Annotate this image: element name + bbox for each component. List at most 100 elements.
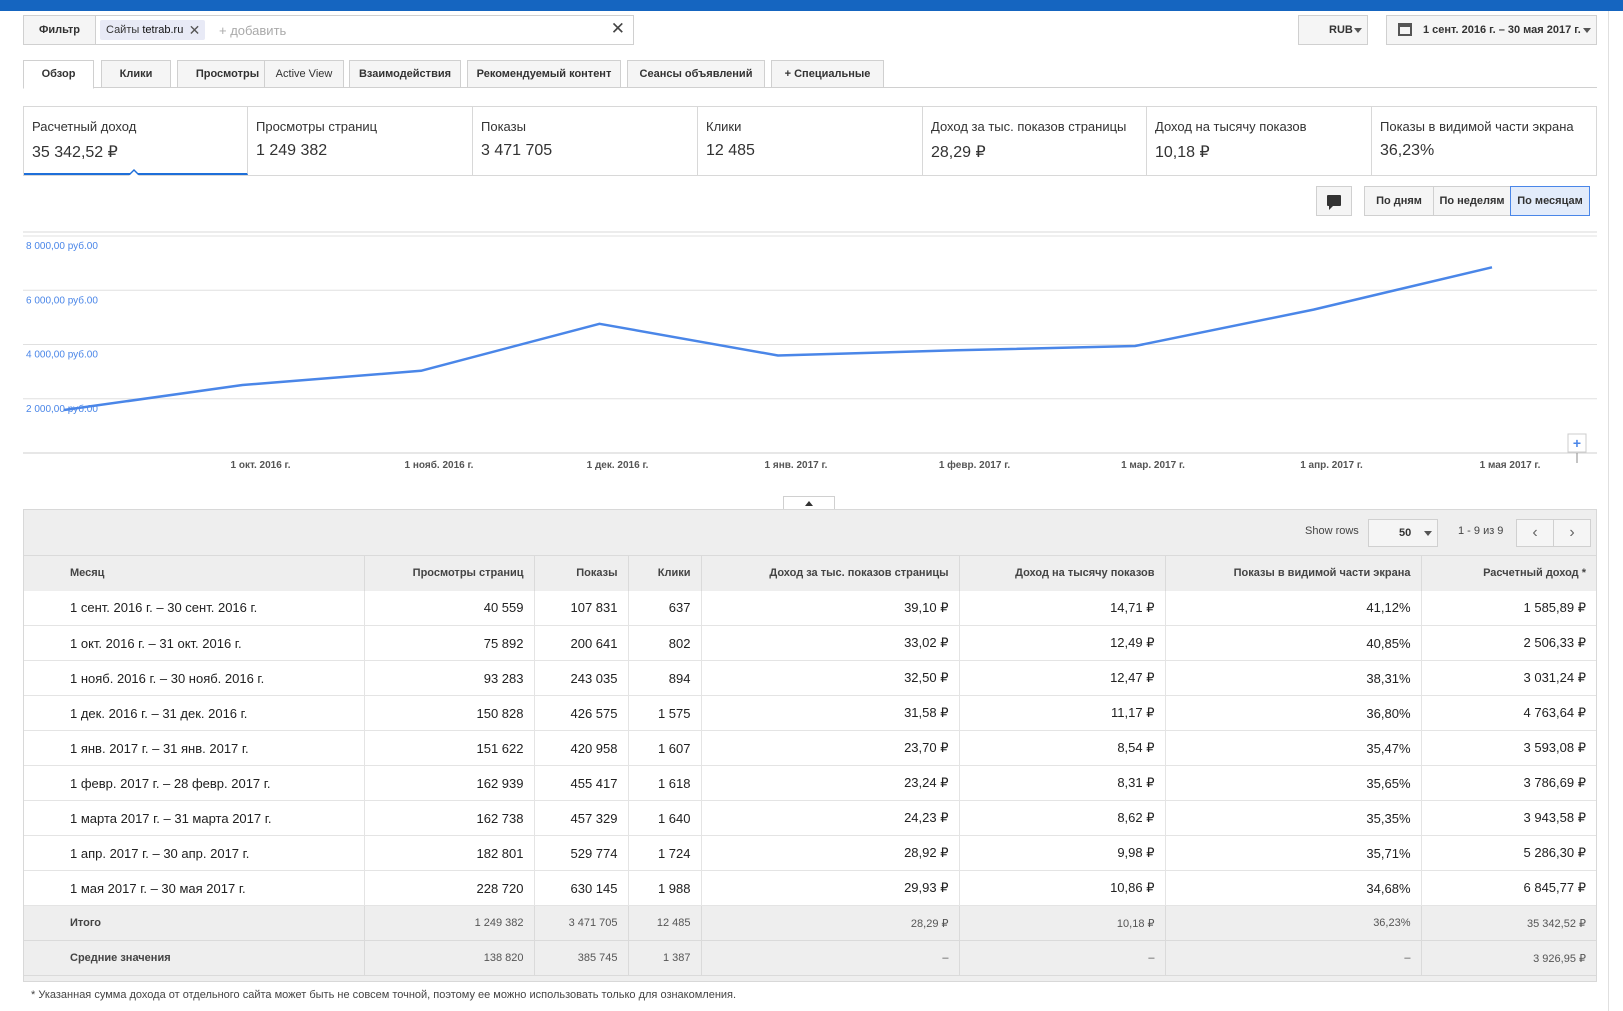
scorecard-label: Доход за тыс. показов страницы [931,119,1127,134]
column-header-clicks[interactable]: Клики [628,555,702,591]
collapse-chart-toggle[interactable] [783,496,835,510]
filter-button[interactable]: Фильтр [24,16,96,44]
rows-per-page-value: 50 [1399,527,1412,539]
scorecard-page-rpm[interactable]: Доход за тыс. показов страницы 28,29 ₽ [923,107,1147,175]
chip-prefix: Сайты [106,24,140,36]
period-weekly-button[interactable]: По неделям [1433,186,1511,216]
column-header-earnings[interactable]: Расчетный доход * [1421,555,1596,591]
table-cell: 10,18 ₽ [959,905,1166,941]
table-cell: 1 618 [628,765,702,801]
x-tick-label: 1 янв. 2017 г. [765,460,828,471]
clear-filter-icon[interactable]: ✕ [610,19,625,38]
table-cell: 28,92 ₽ [701,835,960,871]
table-row: 1 сент. 2016 г. – 30 сент. 2016 г. 40 559… [24,590,1596,626]
page-scrollbar[interactable] [1608,11,1623,1011]
table-cell: – [701,940,960,976]
column-header-viewable[interactable]: Показы в видимой части экрана [1165,555,1422,591]
rows-per-page-select[interactable]: 50 [1368,519,1438,547]
table-cell: 41,12% [1165,590,1422,626]
column-header-impressions[interactable]: Показы [534,555,629,591]
table-cell: 3 471 705 [534,905,629,941]
table-cell: 11,17 ₽ [959,695,1166,731]
averages-row: Средние значения 138 820 385 745 1 387– – –3 … [24,940,1596,976]
metric-scorecards: Расчетный доход 35 342,52 ₽ Просмотры ст… [23,106,1597,176]
table-cell: 2 506,33 ₽ [1421,625,1596,661]
scorecard-impressions[interactable]: Показы 3 471 705 [473,107,698,175]
date-range-value: 1 сент. 2016 г. – 30 мая 2017 г. [1423,24,1581,36]
tab-ad-sessions[interactable]: Сеансы объявлений [627,60,765,88]
table-cell: 1 окт. 2016 г. – 31 окт. 2016 г. [24,625,365,661]
x-tick-label: 1 нояб. 2016 г. [405,459,474,471]
column-header-pageviews[interactable]: Просмотры страниц [364,555,535,591]
y-tick-label: 4 000,00 руб.00 [26,349,98,361]
scorecard-value: 12 485 [706,142,755,159]
table-cell: 34,68% [1165,870,1422,906]
table-cell: 29,93 ₽ [701,870,960,906]
table-cell: 182 801 [364,835,535,871]
scorecard-clicks[interactable]: Клики 12 485 [698,107,923,175]
column-header-month[interactable]: Месяц [24,555,365,591]
period-monthly-button[interactable]: По месяцам [1510,186,1590,216]
column-header-page-rpm[interactable]: Доход за тыс. показов страницы [701,555,960,591]
table-row: 1 дек. 2016 г. – 31 дек. 2016 г. 150 828 4… [24,695,1596,731]
scorecard-estimated-earnings[interactable]: Расчетный доход 35 342,52 ₽ [24,107,248,176]
previous-page-button[interactable]: ‹ [1516,519,1554,547]
site-filter-chip[interactable]: Сайты tetrab.ru ✕ [100,20,206,40]
earnings-footnote: * Указанная сумма дохода от отдельного с… [31,989,737,1001]
y-tick-label: 2 000,00 руб.00 [26,403,98,415]
y-tick-label: 6 000,00 руб.00 [26,294,98,306]
scorecard-value: 35 342,52 ₽ [32,144,118,161]
table-cell: 1 585,89 ₽ [1421,590,1596,626]
tab-active-view[interactable]: Active View [264,60,344,88]
table-cell: 36,80% [1165,695,1422,731]
currency-select[interactable]: RUB [1298,15,1368,45]
top-app-bar [0,0,1623,11]
table-cell: 6 845,77 ₽ [1421,870,1596,906]
scorecard-impression-rpm[interactable]: Доход на тысячу показов 10,18 ₽ [1147,107,1372,175]
scorecard-label: Просмотры страниц [256,119,378,134]
table-cell: 1 387 [628,940,702,976]
table-cell: 23,70 ₽ [701,730,960,766]
date-range-picker[interactable]: 1 сент. 2016 г. – 30 мая 2017 г. [1386,15,1597,45]
table-cell: 385 745 [534,940,629,976]
x-tick-label: 1 мар. 2017 г. [1121,460,1185,471]
table-cell: 35 342,52 ₽ [1421,905,1596,941]
table-cell: 39,10 ₽ [701,590,960,626]
tab-custom[interactable]: + Специальные [771,60,884,88]
filter-bar: Фильтр Сайты tetrab.ru ✕ + добавить ✕ [23,15,634,45]
table-cell: 243 035 [534,660,629,696]
pagination-range: 1 - 9 из 9 [1458,525,1504,537]
scorecard-pageviews[interactable]: Просмотры страниц 1 249 382 [248,107,473,175]
table-cell: 8,54 ₽ [959,730,1166,766]
table-cell: 12,49 ₽ [959,625,1166,661]
scorecard-value: 3 471 705 [481,142,553,159]
next-page-button[interactable]: › [1553,519,1591,547]
column-header-impression-rpm[interactable]: Доход на тысячу показов [959,555,1166,591]
table-row: 1 окт. 2016 г. – 31 окт. 2016 г. 75 892 20… [24,625,1596,661]
add-filter-input[interactable]: + добавить [219,23,287,38]
tab-overview[interactable]: Обзор [23,60,94,89]
table-cell: – [1165,940,1422,976]
table-cell: 162 738 [364,800,535,836]
report-table: Месяц Просмотры страниц Показы Клики Доход з… [24,555,1596,976]
table-cell: 151 622 [364,730,535,766]
scorecard-active-view-viewable[interactable]: Показы в видимой части экрана 36,23% [1372,107,1596,175]
table-cell: 1 янв. 2017 г. – 31 янв. 2017 г. [24,730,365,766]
annotations-button[interactable] [1316,186,1352,216]
table-cell: 1 дек. 2016 г. – 31 дек. 2016 г. [24,695,365,731]
tab-interactions[interactable]: Взаимодействия [349,60,461,88]
table-cell: 31,58 ₽ [701,695,960,731]
tab-matched-content[interactable]: Рекомендуемый контент [467,60,621,88]
tab-clicks[interactable]: Клики [101,60,171,88]
table-cell: 8,31 ₽ [959,765,1166,801]
table-cell: 40,85% [1165,625,1422,661]
close-icon[interactable]: ✕ [188,22,201,38]
tab-pageviews[interactable]: Просмотры [177,60,278,88]
table-row: 1 мая 2017 г. – 30 мая 2017 г. 228 720 630… [24,870,1596,906]
chart-zoom-button[interactable] [1567,433,1587,453]
period-daily-button[interactable]: По дням [1364,186,1434,216]
table-cell: 630 145 [534,870,629,906]
earnings-line-chart: 2 000,00 руб.00 4 000,00 руб.00 6 000,00 р… [23,231,1597,471]
table-cell: 637 [628,590,702,626]
table-cell: 3 926,95 ₽ [1421,940,1596,976]
